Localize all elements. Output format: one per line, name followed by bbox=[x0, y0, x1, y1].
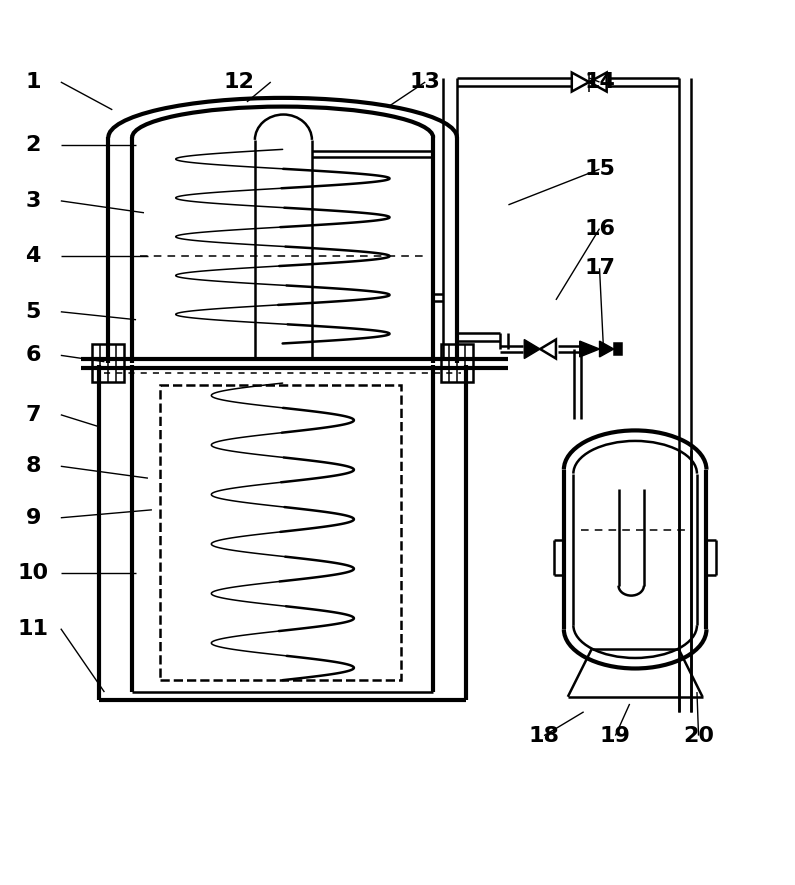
Text: 16: 16 bbox=[584, 219, 615, 239]
Text: 7: 7 bbox=[25, 404, 41, 425]
Text: 13: 13 bbox=[409, 72, 440, 92]
Bar bbox=[441, 344, 473, 382]
Bar bbox=[160, 385, 401, 681]
Polygon shape bbox=[599, 341, 614, 357]
Text: 12: 12 bbox=[223, 72, 254, 92]
Text: 8: 8 bbox=[25, 457, 41, 476]
Text: 4: 4 bbox=[25, 246, 41, 266]
Text: 6: 6 bbox=[25, 345, 41, 366]
Text: 1: 1 bbox=[25, 72, 41, 92]
Polygon shape bbox=[580, 341, 599, 357]
Text: 3: 3 bbox=[25, 191, 41, 211]
Text: 15: 15 bbox=[584, 159, 615, 179]
Text: 2: 2 bbox=[25, 135, 41, 156]
Text: 11: 11 bbox=[17, 619, 48, 639]
Text: 19: 19 bbox=[600, 726, 630, 746]
Text: 9: 9 bbox=[25, 508, 41, 527]
Text: 14: 14 bbox=[584, 72, 615, 92]
Text: 10: 10 bbox=[17, 563, 48, 583]
Polygon shape bbox=[524, 340, 540, 358]
Bar bbox=[614, 343, 622, 355]
Text: 5: 5 bbox=[25, 302, 41, 322]
Bar bbox=[92, 344, 124, 382]
Text: 20: 20 bbox=[683, 726, 714, 746]
Text: 18: 18 bbox=[529, 726, 560, 746]
Text: 17: 17 bbox=[584, 258, 615, 278]
